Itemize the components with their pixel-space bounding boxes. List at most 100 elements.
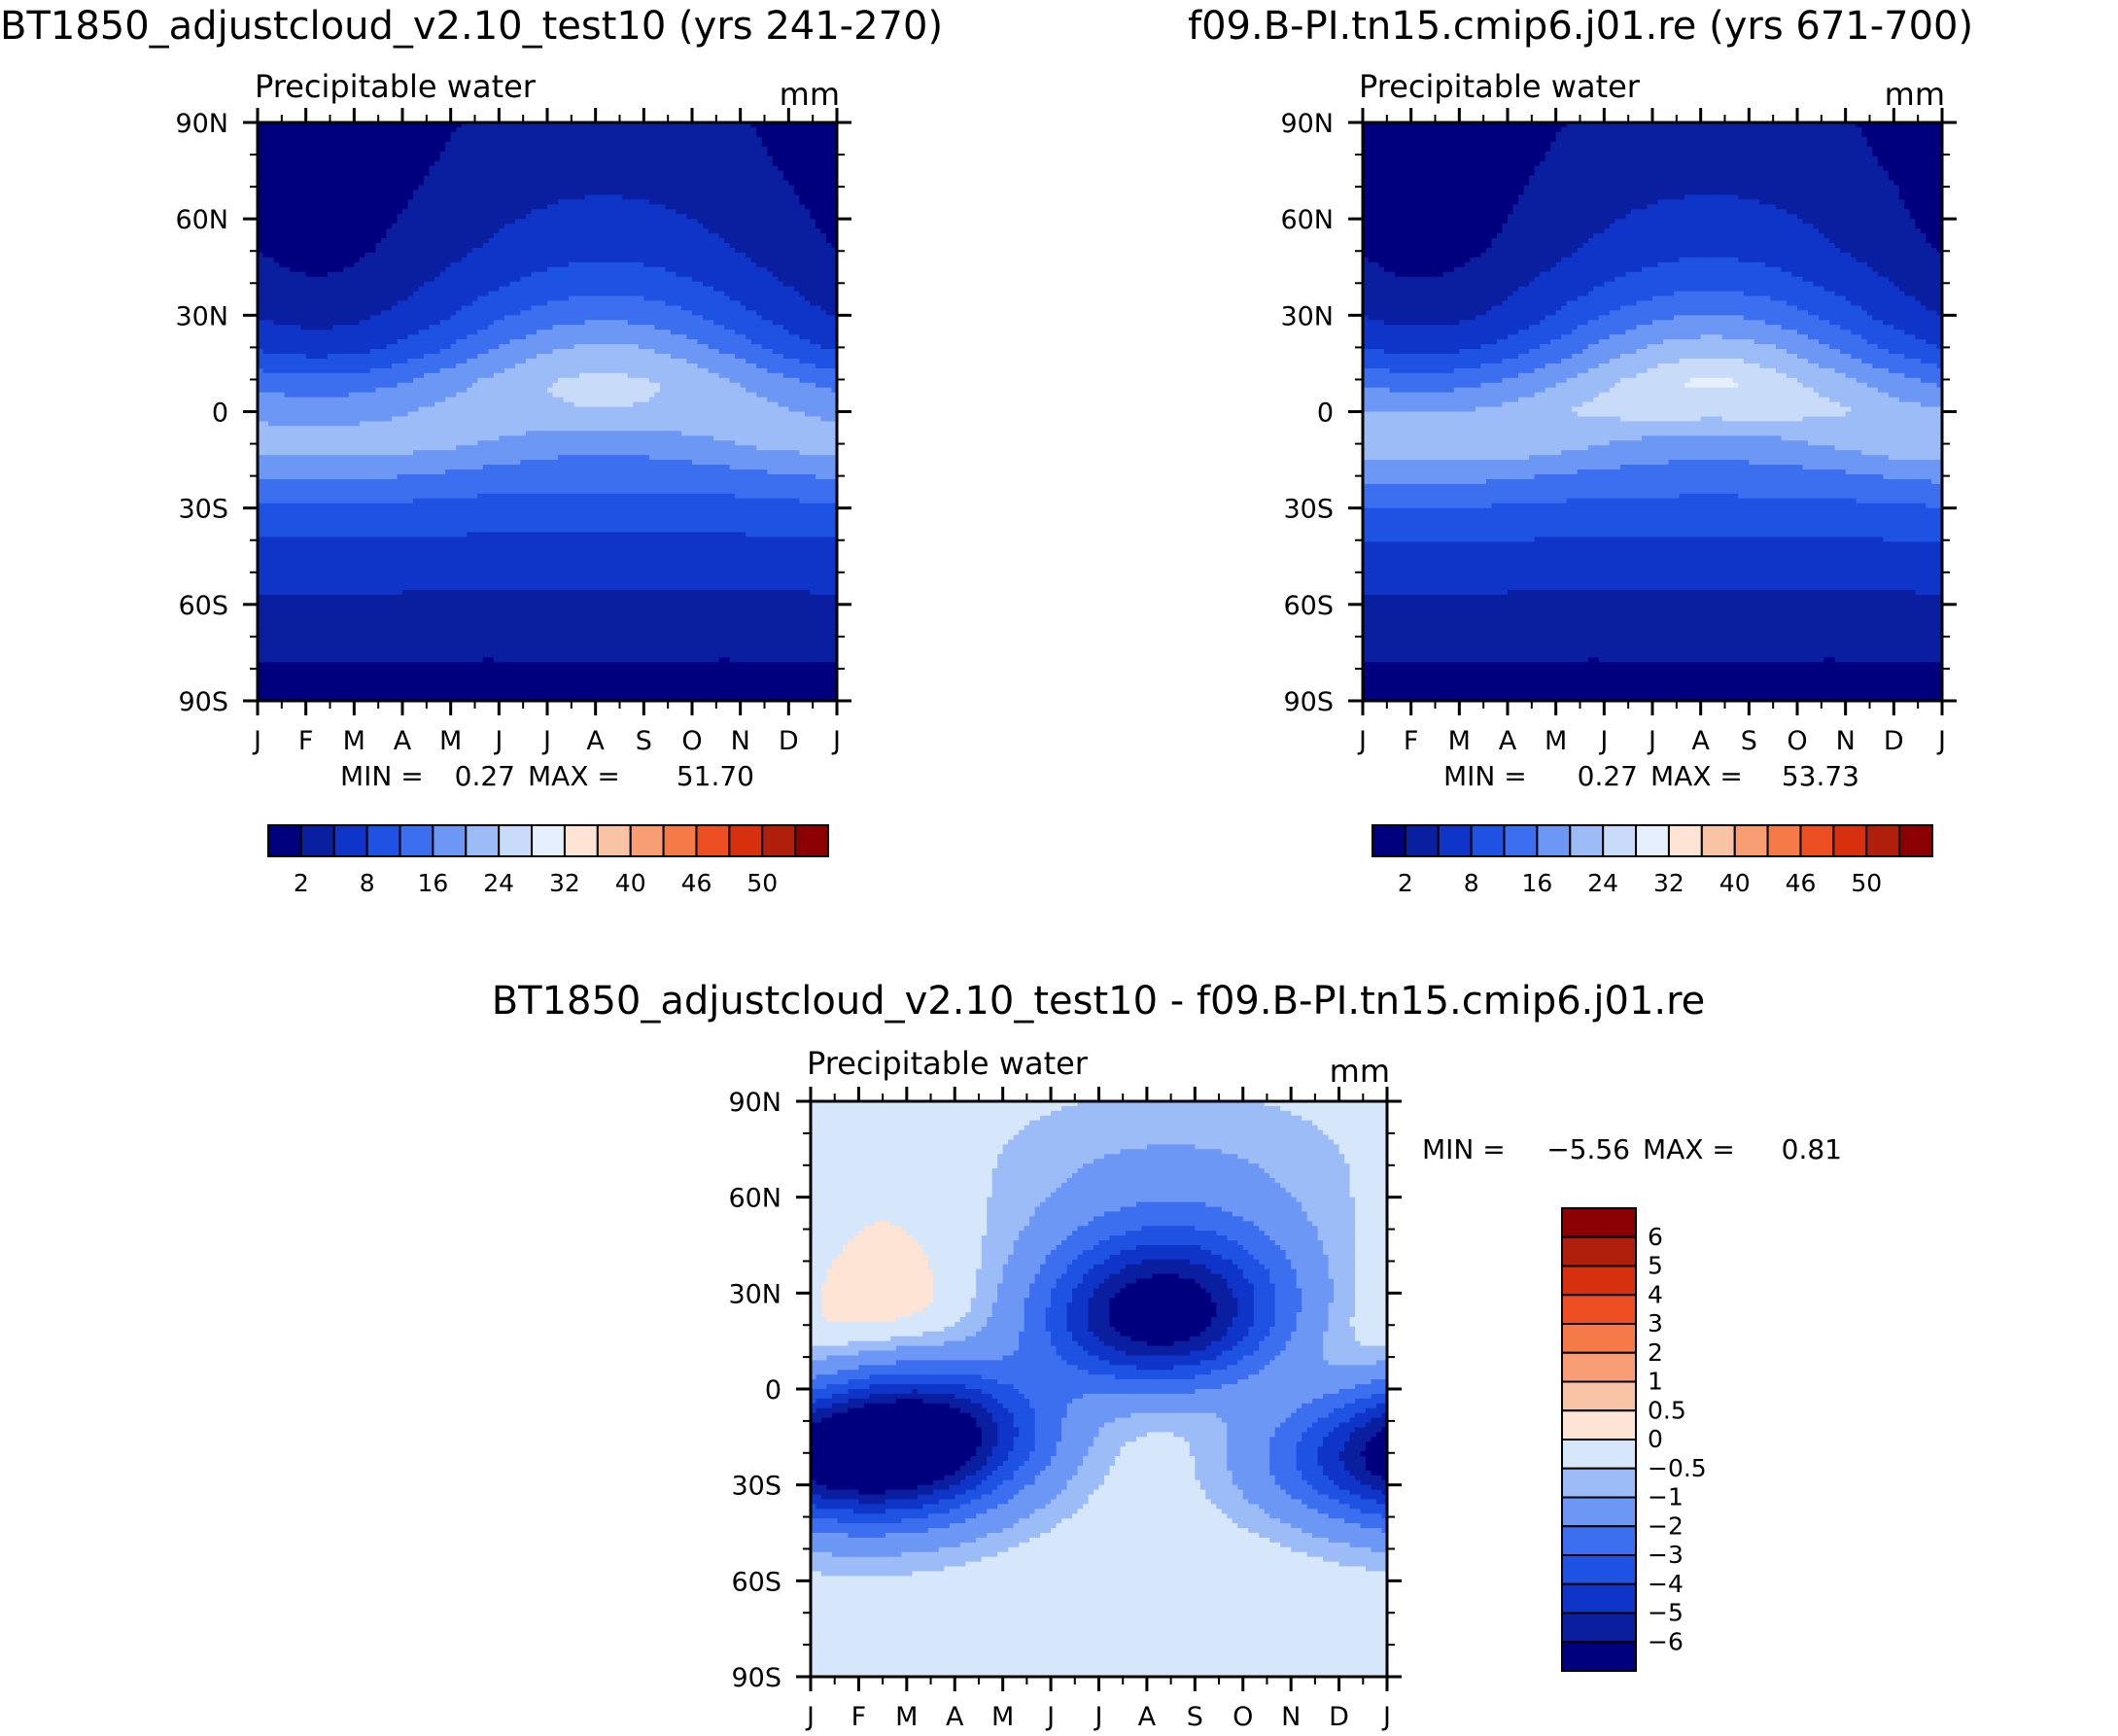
contour-cell <box>1302 1528 1383 1534</box>
contour-cell <box>1636 349 1788 355</box>
contour-cell <box>1328 1264 1356 1270</box>
contour-cell <box>258 291 414 297</box>
contour-cell <box>1512 209 1632 215</box>
contour-cell <box>981 1249 1015 1256</box>
contour-cell <box>1109 1312 1217 1318</box>
contour-cell <box>1338 1149 1387 1155</box>
contour-cell <box>493 233 720 239</box>
x-tick-label: M <box>1545 726 1567 756</box>
colorbar-swatch <box>1766 824 1802 857</box>
contour-cell <box>970 1499 1009 1505</box>
contour-cell <box>1534 473 1884 480</box>
contour-cell <box>434 276 522 283</box>
contour-cell <box>1344 1465 1367 1472</box>
contour-cell <box>1125 1264 1206 1270</box>
contour-cell <box>1550 266 1643 273</box>
contour-cell <box>258 330 420 335</box>
contour-cell <box>1034 1441 1058 1447</box>
y-tick-label: 0 <box>765 1375 781 1406</box>
contour-cell <box>811 1432 983 1438</box>
contour-cell <box>1088 1350 1127 1357</box>
contour-cell <box>1819 228 1922 234</box>
contour-cell <box>525 358 688 365</box>
contour-cell <box>1248 1331 1270 1337</box>
contour-cell <box>820 305 837 311</box>
contour-cell <box>1045 1312 1068 1318</box>
contour-cell <box>1253 1317 1276 1323</box>
contour-cell <box>746 387 833 394</box>
contour-cell <box>397 473 816 480</box>
colorbar-swatch <box>794 824 830 857</box>
contour-cell <box>1764 320 1830 326</box>
contour-cell <box>746 358 800 365</box>
contour-cell <box>848 1407 961 1414</box>
contour-cell <box>756 363 816 369</box>
contour-cell <box>1034 1437 1062 1442</box>
contour-cell <box>1056 1350 1090 1357</box>
contour-cell <box>375 242 484 249</box>
contour-cell <box>1363 512 1942 519</box>
contour-cell <box>1195 1226 1260 1232</box>
colorbar-swatch <box>1569 824 1605 857</box>
contour-cell <box>1040 1201 1137 1208</box>
contour-cell <box>1625 214 1798 220</box>
contour-cell <box>1363 252 1482 259</box>
contour-cell <box>912 1312 966 1318</box>
contour-cell <box>258 478 837 485</box>
contour-cell <box>1189 1336 1223 1342</box>
contour-cell <box>1328 1254 1356 1261</box>
contour-cell <box>643 295 731 302</box>
contour-cell <box>1363 406 1476 413</box>
contour-cell <box>1861 131 1942 138</box>
contour-cell <box>477 354 538 360</box>
contour-cell <box>981 1245 1015 1251</box>
contour-cell <box>1189 1446 1228 1452</box>
contour-cell <box>1227 1465 1270 1472</box>
contour-cell <box>1363 387 1391 394</box>
contour-cell <box>811 1456 972 1462</box>
colorbar-swatch <box>1561 1265 1637 1297</box>
contour-cell <box>1363 435 1643 441</box>
contour-cell <box>1013 1446 1036 1452</box>
contour-cell <box>1802 465 1942 470</box>
contour-cell <box>1856 498 1942 504</box>
contour-cell <box>1024 1326 1047 1333</box>
contour-cell <box>811 1403 833 1409</box>
contour-cell <box>811 1374 817 1380</box>
contour-cell <box>380 238 489 244</box>
contour-cell <box>825 238 837 244</box>
contour-cell <box>1019 1129 1324 1136</box>
contour-cell <box>1291 1523 1362 1529</box>
contour-cell <box>1051 1336 1073 1342</box>
contour-cell <box>820 1298 934 1303</box>
contour-cell <box>1109 1465 1196 1472</box>
contour-cell <box>1051 1461 1084 1467</box>
contour-cell <box>1636 325 1783 330</box>
contour-cell <box>810 209 837 215</box>
contour-cell <box>503 315 704 321</box>
contour-cell <box>1453 266 1551 273</box>
contour-cell <box>258 271 307 278</box>
contour-cell <box>987 1206 1036 1213</box>
contour-cell <box>811 1657 1387 1663</box>
contour-cell <box>826 1355 1004 1361</box>
contour-cell <box>1024 1125 1319 1131</box>
contour-cell <box>1721 416 1804 423</box>
contour-cell <box>1657 199 1760 205</box>
contour-cell <box>735 440 837 446</box>
contour-cell <box>1061 1273 1084 1280</box>
contour-cell <box>811 1628 1387 1635</box>
contour-cell <box>1898 185 1942 191</box>
x-tick-label: M <box>991 1702 1014 1732</box>
contour-cell <box>1259 1533 1313 1539</box>
contour-cell <box>1363 571 1942 576</box>
contour-cell <box>1302 1499 1340 1505</box>
contour-cell <box>895 1317 961 1323</box>
contour-cell <box>429 170 784 177</box>
contour-cell <box>1363 652 1942 658</box>
contour-cell <box>413 291 489 297</box>
contour-cell <box>1216 1307 1238 1313</box>
contour-cell <box>981 1389 1020 1395</box>
contour-cell <box>1227 1441 1270 1447</box>
contour-cell <box>1363 469 1579 475</box>
